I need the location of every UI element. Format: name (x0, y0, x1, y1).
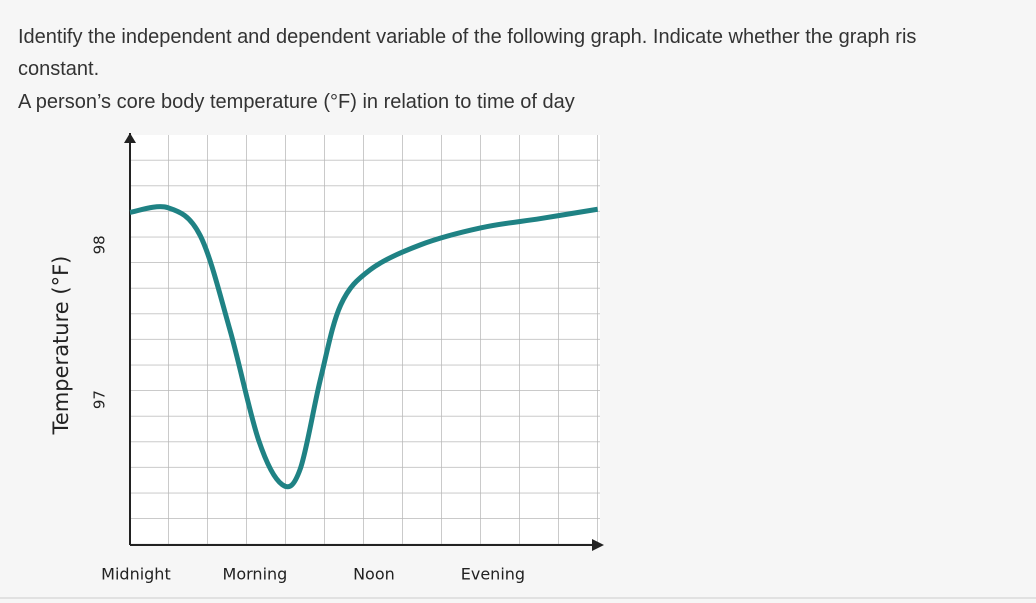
y-arrow (124, 133, 136, 143)
question-text: Identify the independent and dependent v… (18, 26, 917, 48)
x-tick-label: Evening (461, 565, 525, 584)
y-tick-label: 97 (91, 390, 109, 409)
data-line (129, 204, 599, 490)
x-tick-label: Noon (353, 565, 395, 584)
prompt-text: A person’s core body temperature (°F) in… (18, 91, 575, 113)
x-arrow (592, 539, 604, 551)
x-tick-label: Midnight (101, 565, 171, 584)
question-text: constant. (18, 58, 100, 80)
x-tick-label: Morning (223, 565, 288, 584)
graph-paper (130, 135, 600, 545)
y-tick-label: 98 (91, 235, 109, 254)
y-axis-label: Temperature (°F) (49, 256, 73, 436)
